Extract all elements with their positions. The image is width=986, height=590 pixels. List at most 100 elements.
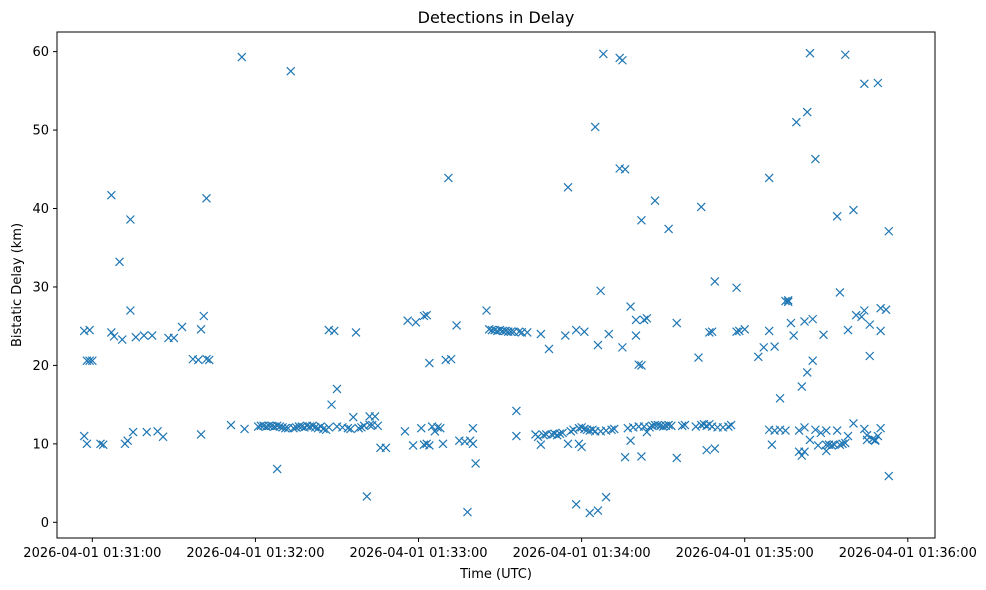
data-point bbox=[704, 328, 714, 337]
x-axis: 2026-04-01 01:31:00 2026-04-01 01:32:00 20… bbox=[23, 538, 977, 561]
y-axis: 0 10 20 30 40 50 60 bbox=[32, 45, 57, 531]
data-point bbox=[169, 333, 179, 343]
y-tick-label: 50 bbox=[32, 124, 49, 139]
data-point bbox=[840, 50, 850, 60]
data-point bbox=[536, 329, 546, 339]
data-point bbox=[797, 451, 807, 461]
data-point bbox=[142, 427, 152, 437]
data-point bbox=[593, 506, 603, 515]
data-point bbox=[631, 331, 641, 341]
data-point bbox=[876, 303, 886, 313]
data-point bbox=[631, 315, 641, 325]
data-point bbox=[637, 360, 646, 370]
data-point bbox=[424, 441, 434, 450]
data-point bbox=[128, 427, 138, 437]
data-point bbox=[873, 431, 883, 441]
data-point bbox=[569, 425, 578, 435]
data-point bbox=[106, 328, 116, 337]
data-point bbox=[819, 330, 828, 340]
x-tick-label: 2026-04-01 01:34:00 bbox=[513, 546, 651, 561]
data-point bbox=[240, 424, 249, 434]
x-tick-label: 2026-04-01 01:31:00 bbox=[23, 546, 161, 561]
data-point bbox=[346, 424, 355, 434]
data-point bbox=[702, 445, 712, 455]
data-point bbox=[411, 317, 421, 327]
data-point bbox=[468, 439, 478, 449]
data-point bbox=[816, 428, 826, 438]
data-point bbox=[626, 436, 635, 446]
data-point bbox=[783, 295, 793, 305]
data-point bbox=[579, 424, 589, 434]
data-point bbox=[843, 431, 853, 441]
data-point bbox=[158, 432, 168, 442]
data-point bbox=[596, 286, 606, 296]
data-point bbox=[237, 52, 247, 62]
y-tick-label: 30 bbox=[32, 280, 49, 295]
x-tick-label: 2026-04-01 01:33:00 bbox=[349, 546, 487, 561]
data-point bbox=[881, 305, 891, 315]
data-point bbox=[365, 420, 375, 430]
data-point bbox=[536, 440, 546, 450]
data-point bbox=[275, 422, 285, 432]
data-point bbox=[789, 331, 799, 341]
data-point bbox=[79, 431, 89, 441]
data-point bbox=[471, 459, 481, 468]
data-point bbox=[468, 423, 478, 433]
data-point bbox=[813, 441, 823, 450]
data-point bbox=[433, 422, 442, 432]
data-point bbox=[859, 306, 869, 315]
data-point bbox=[555, 429, 565, 439]
data-point bbox=[620, 164, 630, 174]
data-point bbox=[876, 423, 886, 433]
data-point bbox=[511, 431, 521, 441]
data-point bbox=[329, 326, 339, 336]
data-point bbox=[626, 302, 635, 311]
data-point bbox=[873, 78, 883, 88]
data-point bbox=[707, 327, 717, 337]
y-axis-label: Bistatic Delay (km) bbox=[10, 223, 25, 347]
data-point bbox=[125, 215, 135, 224]
data-point bbox=[196, 324, 206, 334]
data-point bbox=[835, 288, 845, 297]
data-point bbox=[272, 421, 282, 431]
data-point bbox=[884, 471, 894, 481]
data-point bbox=[677, 421, 687, 431]
data-point bbox=[514, 327, 524, 337]
data-point bbox=[196, 430, 206, 439]
data-point bbox=[286, 66, 296, 76]
data-point bbox=[607, 425, 616, 435]
data-point bbox=[585, 508, 595, 518]
data-point bbox=[732, 327, 741, 337]
x-tick-label: 2026-04-01 01:36:00 bbox=[839, 546, 977, 561]
data-point bbox=[560, 331, 570, 341]
data-point bbox=[463, 507, 472, 517]
data-point bbox=[430, 426, 440, 436]
data-point bbox=[125, 306, 135, 315]
data-point bbox=[696, 202, 706, 212]
data-point bbox=[786, 318, 796, 328]
data-point bbox=[734, 326, 744, 336]
data-point bbox=[781, 296, 790, 306]
data-point bbox=[827, 441, 837, 450]
data-point bbox=[808, 314, 818, 324]
data-point bbox=[357, 422, 366, 432]
data-point bbox=[832, 211, 842, 221]
data-point bbox=[348, 412, 358, 422]
data-point bbox=[272, 464, 282, 474]
data-point bbox=[98, 440, 108, 450]
data-point bbox=[604, 329, 614, 339]
y-tick-label: 40 bbox=[32, 202, 49, 217]
data-point bbox=[117, 335, 127, 344]
y-tick-label: 0 bbox=[41, 516, 49, 531]
data-point bbox=[691, 422, 701, 432]
x-axis-label: Time (UTC) bbox=[459, 567, 532, 582]
data-point bbox=[590, 122, 600, 132]
data-point bbox=[609, 424, 619, 434]
data-point bbox=[800, 422, 809, 432]
data-point bbox=[324, 422, 334, 432]
data-point bbox=[851, 310, 861, 320]
data-point bbox=[821, 426, 831, 435]
